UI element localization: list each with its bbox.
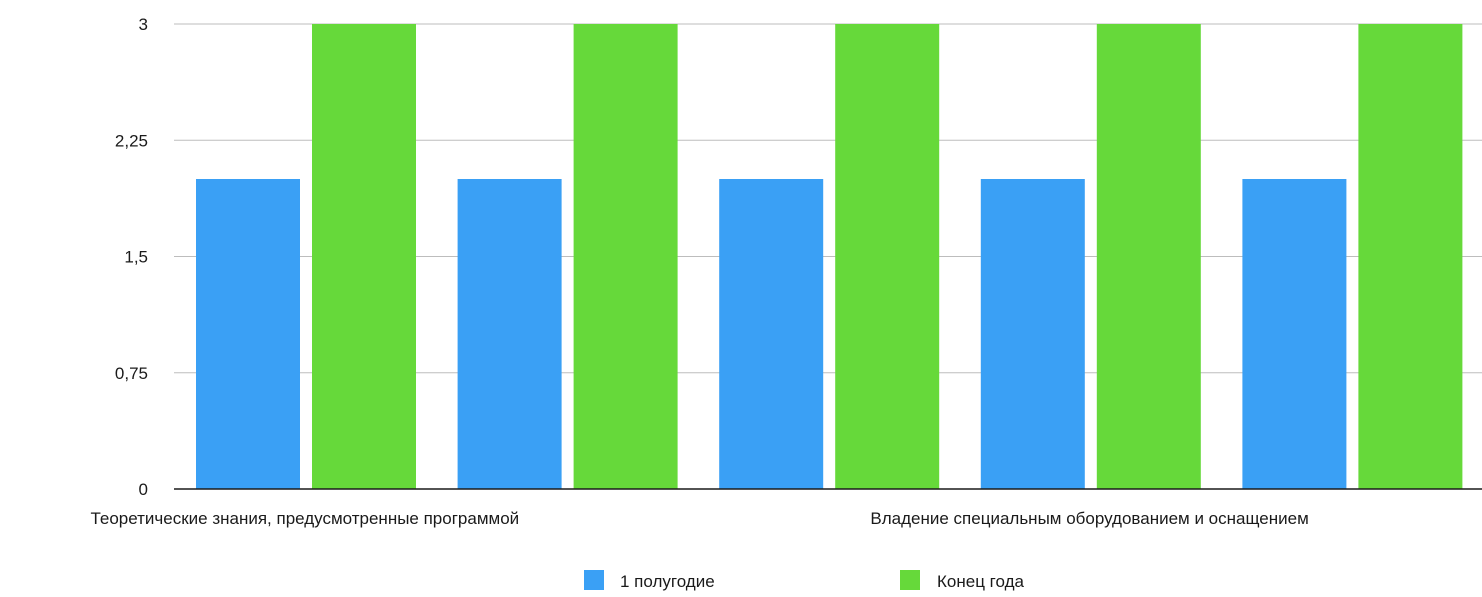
- bar-series-2: [312, 24, 416, 489]
- bar-series-2: [573, 24, 678, 489]
- x-category-label: Теоретические знания, предусмотренные пр…: [90, 509, 519, 528]
- bars-layer: [196, 24, 1463, 489]
- y-tick-label: 3: [139, 15, 148, 34]
- legend-swatch: [584, 570, 604, 590]
- bar-series-1: [719, 179, 824, 489]
- bar-series-1: [980, 179, 1085, 489]
- labels-layer: 0 0,75 1,5 2,25 3 Теоретические знания, преду…: [90, 15, 1308, 528]
- y-tick-label: 0,75: [115, 364, 148, 383]
- bar-series-1: [1242, 179, 1347, 489]
- y-tick-label: 2,25: [115, 131, 148, 150]
- legend: 1 полугодие Конец года: [584, 570, 1024, 591]
- y-tick-label: 0: [139, 480, 148, 499]
- x-category-label: Владение специальным оборудованием и осн…: [870, 509, 1308, 528]
- legend-swatch: [900, 570, 920, 590]
- bar-series-2: [1358, 24, 1463, 489]
- bar-series-1: [196, 179, 300, 489]
- bar-series-2: [835, 24, 940, 489]
- bar-series-2: [1096, 24, 1201, 489]
- bar-series-1: [457, 179, 562, 489]
- legend-label: 1 полугодие: [620, 572, 715, 591]
- y-tick-label: 1,5: [124, 248, 148, 267]
- legend-label: Конец года: [937, 572, 1024, 591]
